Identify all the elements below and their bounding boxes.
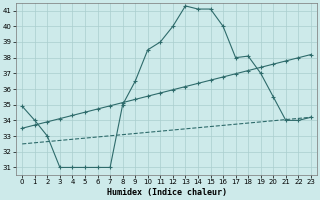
X-axis label: Humidex (Indice chaleur): Humidex (Indice chaleur) — [107, 188, 227, 197]
